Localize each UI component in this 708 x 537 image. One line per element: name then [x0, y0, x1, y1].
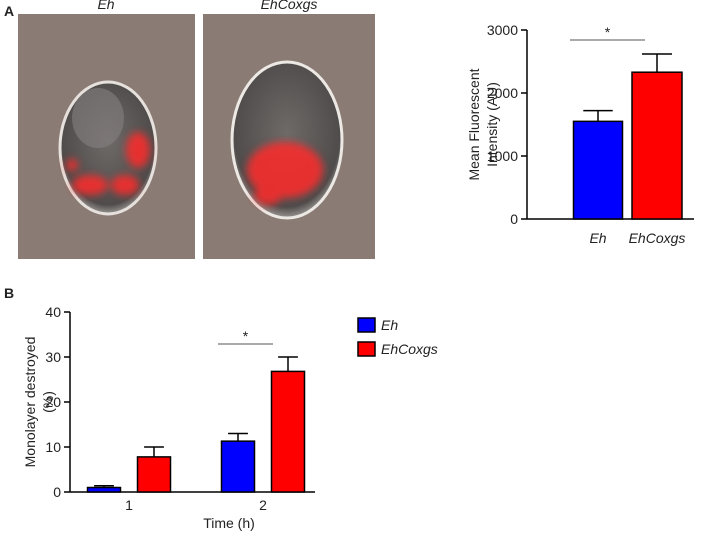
- legend-label: Eh: [381, 317, 398, 333]
- error-bar: [583, 109, 613, 122]
- x-tick-label: Eh: [589, 230, 606, 246]
- bar: [572, 120, 624, 220]
- y-axis-label: Mean Fluorescent: [466, 68, 482, 180]
- image-label: Eh: [97, 0, 114, 12]
- image-label: EhCoxgs: [261, 0, 318, 12]
- bar: [270, 370, 306, 493]
- legend-label: EhCoxgs: [381, 341, 438, 357]
- y-tick-label: 1000: [487, 148, 518, 164]
- significance-label: *: [243, 328, 249, 344]
- bar: [220, 440, 256, 493]
- error-bar: [642, 53, 672, 73]
- y-tick-label: 2000: [487, 85, 518, 101]
- panel-label: B: [4, 285, 14, 301]
- micrograph: [203, 14, 375, 259]
- legend-swatch: [357, 317, 376, 333]
- x-tick-label: EhCoxgs: [629, 230, 686, 246]
- x-tick-label: 2: [259, 497, 267, 513]
- x-axis-label: Time (h): [203, 515, 255, 531]
- significance-label: *: [605, 24, 611, 40]
- y-tick-label: 0: [510, 211, 518, 227]
- y-tick-label: 10: [45, 439, 61, 455]
- y-axis-label: (%): [40, 391, 56, 413]
- error-bar: [228, 432, 248, 442]
- bar: [86, 486, 122, 493]
- y-tick-label: 40: [45, 304, 61, 320]
- y-axis-label: Monolayer destroyed: [22, 337, 38, 468]
- micrograph: [18, 14, 195, 259]
- legend-swatch: [357, 341, 376, 357]
- y-tick-label: 30: [45, 349, 61, 365]
- y-tick-label: 0: [53, 484, 61, 500]
- error-bar: [278, 356, 298, 372]
- error-bar: [144, 446, 164, 457]
- panel-label: A: [4, 3, 14, 19]
- bar: [136, 456, 172, 493]
- y-axis-label: Intensity (AU): [484, 82, 500, 167]
- y-tick-label: 20: [45, 394, 61, 410]
- x-tick-label: 1: [125, 497, 133, 513]
- bar: [631, 71, 683, 220]
- y-tick-label: 3000: [487, 22, 518, 38]
